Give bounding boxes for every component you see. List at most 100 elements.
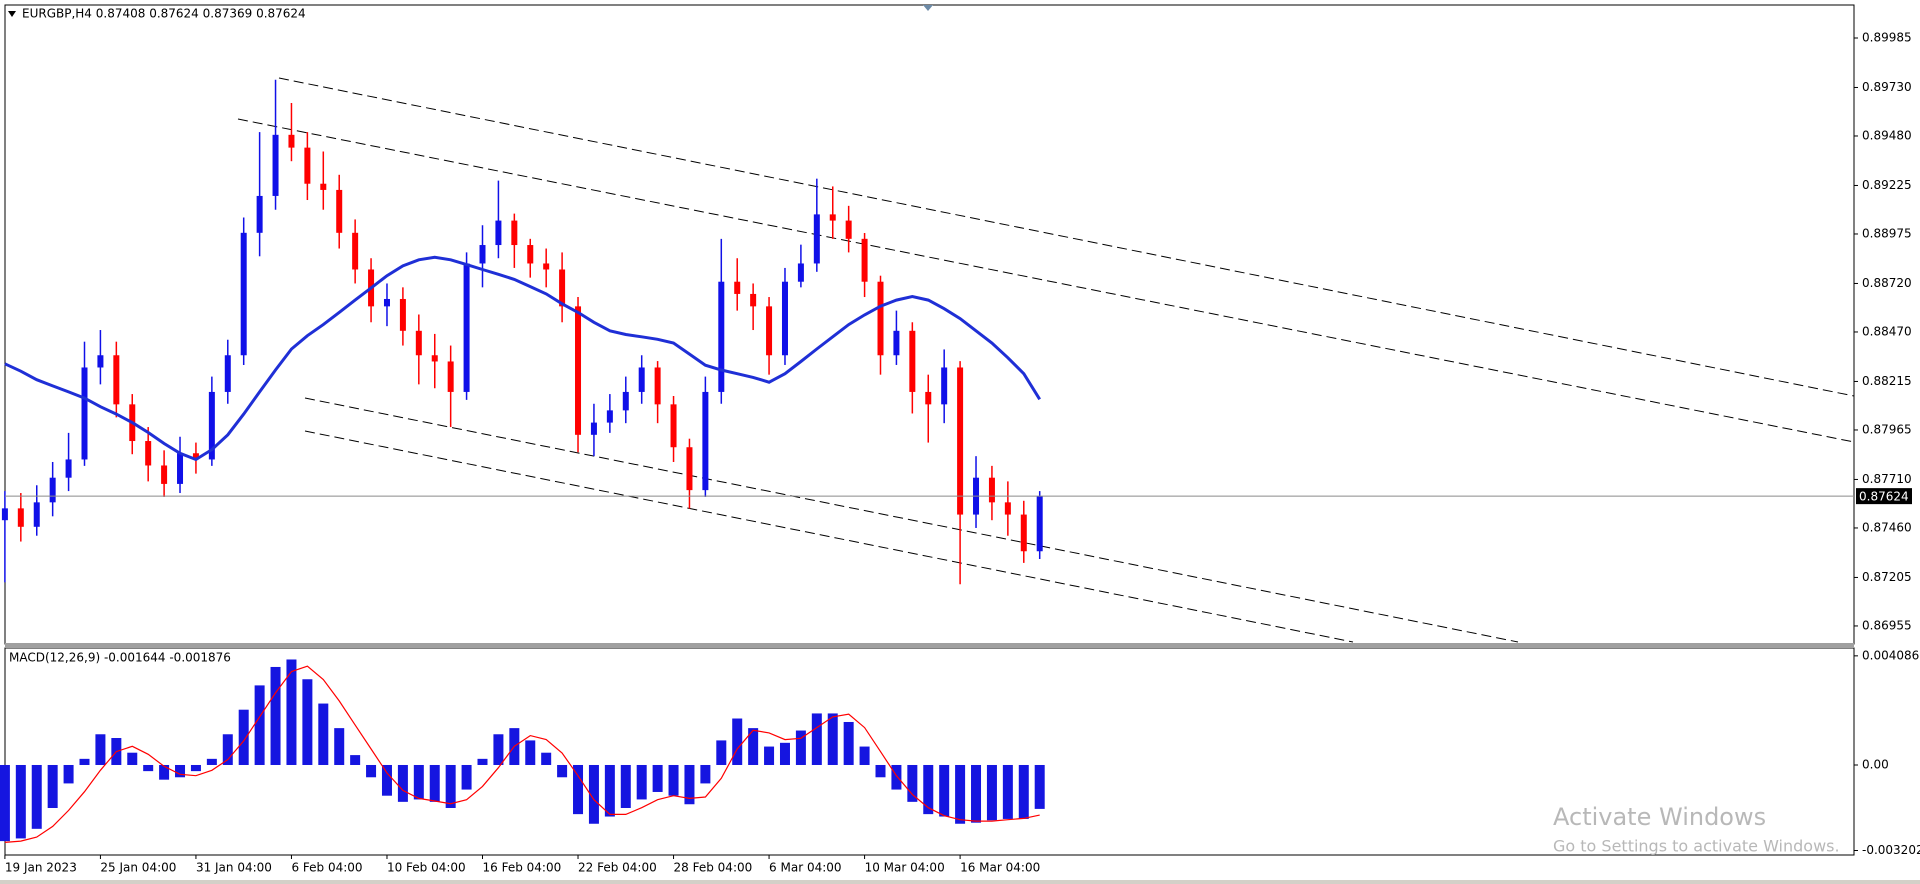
macd-bar [684, 764, 695, 805]
candle-body [622, 391, 629, 411]
macd-bar [811, 713, 822, 765]
macd-signal [4, 665, 1040, 843]
candle-body [893, 330, 900, 356]
menu-triangle[interactable] [8, 11, 16, 17]
candle-body [113, 355, 120, 405]
trend-channel [237, 77, 1855, 643]
candle-body [511, 220, 518, 246]
candle-body [208, 391, 215, 460]
macd-bar [525, 740, 536, 765]
y-tick-label: 0.89985 [1862, 30, 1912, 44]
macd-bar [461, 764, 472, 790]
candle-body [81, 367, 88, 460]
y-tick-label: 0.89225 [1862, 178, 1912, 192]
macd-bar [668, 764, 679, 796]
candle-body [320, 183, 327, 190]
candle-body [415, 330, 422, 356]
candle-body [1004, 502, 1011, 515]
x-tick-label: 10 Feb 04:00 [387, 861, 466, 875]
candle-body [797, 263, 804, 282]
macd-bar [907, 764, 918, 802]
macd-bar [302, 679, 313, 765]
candle-body [543, 263, 550, 270]
macd-bar [79, 758, 90, 765]
y-tick-label: 0.88720 [1862, 276, 1912, 290]
macd-bar [63, 764, 74, 784]
macd-bar [190, 764, 201, 772]
macd-bar [986, 764, 997, 821]
macd-bar [859, 746, 870, 765]
y-tick-label: 0.87460 [1862, 520, 1912, 534]
macd-bar [254, 685, 265, 765]
y-tick-label: 0.86955 [1862, 618, 1912, 632]
macd-bar [891, 764, 902, 790]
candle-body [877, 281, 884, 356]
candle-body [1020, 514, 1027, 552]
macd-bar [557, 764, 568, 778]
macd-bar [286, 659, 297, 765]
macd-bar [939, 764, 950, 817]
candle-body [463, 263, 470, 392]
x-tick-label: 16 Feb 04:00 [483, 861, 562, 875]
candle-body [988, 477, 995, 503]
macd-bar [764, 746, 775, 765]
x-tick-label: 25 Jan 04:00 [100, 861, 176, 875]
macd-bar [843, 721, 854, 765]
candle-body [957, 367, 964, 515]
candle-body [590, 422, 597, 435]
watermark-subtitle: Go to Settings to activate Windows. [1553, 837, 1840, 856]
macd-bar [15, 764, 26, 839]
y-tick-label: 0.00 [1862, 757, 1889, 771]
candle-body [399, 298, 406, 331]
watermark-title: Activate Windows [1553, 803, 1766, 831]
trend-line [237, 118, 1855, 443]
candle-body [49, 477, 56, 503]
candle-body [638, 367, 645, 392]
x-tick-label: 6 Feb 04:00 [291, 861, 362, 875]
candle-body [861, 238, 868, 282]
candle-body [750, 293, 757, 307]
panel-separator [5, 643, 1854, 648]
candle-body [654, 367, 661, 405]
macd-bar [620, 764, 631, 808]
macd-bar [732, 718, 743, 765]
candle-body [17, 508, 24, 527]
x-tick-label: 10 Mar 04:00 [865, 861, 945, 875]
macd-bar [1018, 764, 1029, 819]
candle-body [575, 306, 582, 435]
candle-body [606, 410, 613, 423]
macd-bar [795, 730, 806, 765]
macd-bar [716, 740, 727, 765]
candle-body [145, 441, 152, 466]
candle-body [97, 355, 104, 368]
macd-bar [604, 764, 615, 817]
current-price-box [1856, 488, 1912, 505]
trend-line [304, 430, 1354, 643]
candle-body [495, 220, 502, 246]
macd-bar [541, 752, 552, 765]
y-tick-label: 0.89480 [1862, 128, 1912, 142]
x-tick-label: 19 Jan 2023 [5, 861, 77, 875]
macd-title: MACD(12,26,9) -0.001644 -0.001876 [9, 651, 231, 665]
candle-body [65, 459, 72, 478]
macd-bar [175, 764, 186, 778]
candle-body [702, 391, 709, 491]
candle-body [781, 281, 788, 356]
macd-bar [477, 758, 488, 765]
candle-body [479, 245, 486, 264]
candle-body [352, 232, 359, 270]
current-price-label: 0.87624 [1859, 490, 1909, 504]
candle-body [288, 134, 295, 148]
macd-bar [222, 734, 233, 765]
macd-bar [143, 764, 154, 772]
macd-bar [47, 764, 58, 808]
x-tick-label: 31 Jan 04:00 [196, 861, 272, 875]
moving-average [4, 255, 1041, 462]
macd-bar [350, 755, 361, 765]
macd-bar [429, 764, 440, 802]
chart-title: EURGBP,H4 0.87408 0.87624 0.87369 0.8762… [22, 7, 306, 21]
y-tick-label: 0.88975 [1862, 226, 1912, 240]
y-tick-label: 0.88470 [1862, 324, 1912, 338]
macd-bar [318, 703, 329, 765]
